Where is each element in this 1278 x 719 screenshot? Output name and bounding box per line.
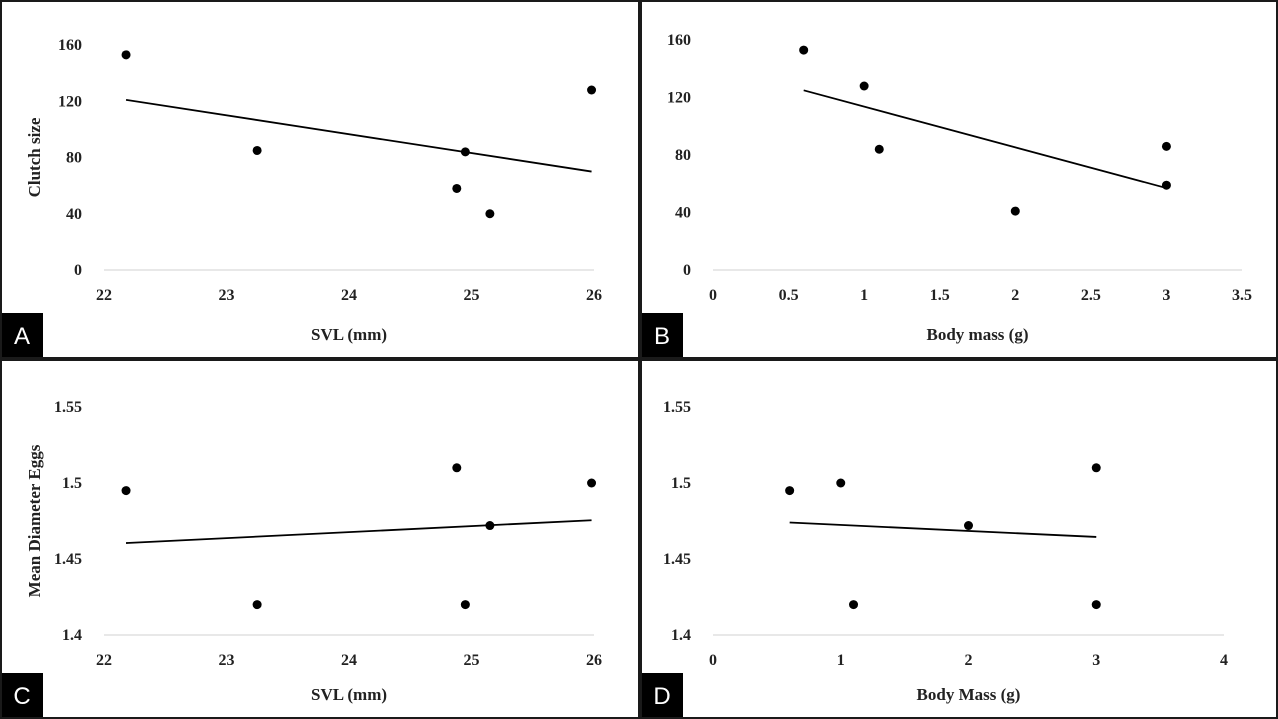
x-tick-label: 2: [1011, 287, 1019, 304]
x-tick-label: 2.5: [1081, 287, 1101, 304]
data-point: [485, 521, 495, 531]
y-tick-label: 40: [66, 206, 82, 223]
data-point: [859, 81, 869, 91]
data-point: [252, 145, 262, 155]
panel-tag-label: B: [654, 323, 670, 350]
data-point: [121, 50, 131, 60]
x-tick-label: 25: [464, 287, 480, 304]
panel-tag-label: A: [14, 323, 30, 350]
y-tick-label: 1.55: [663, 399, 691, 416]
trendline: [789, 521, 1097, 538]
y-axis-title: Mean Diameter Eggs: [25, 444, 44, 597]
data-point: [1091, 463, 1101, 473]
x-tick-label: 23: [219, 287, 235, 304]
data-point: [252, 600, 262, 610]
y-tick-label: 1.4: [62, 627, 82, 644]
data-point: [485, 209, 495, 219]
data-point: [452, 183, 462, 193]
panel-c: 22 23 24 25 26 1.4 1.45 1.5 1.55 SVL (mm) Mean Dia…: [2, 399, 602, 717]
x-tick-label: 0.5: [779, 287, 799, 304]
data-point: [587, 85, 597, 95]
panel-tag-box: [642, 673, 683, 717]
x-tick-label: 22: [96, 287, 112, 304]
data-point: [799, 45, 809, 55]
y-tick-label: 120: [58, 93, 82, 110]
data-point: [1091, 600, 1101, 610]
data-point: [1161, 180, 1171, 190]
x-tick-label: 0: [709, 652, 717, 669]
x-axis-title: SVL (mm): [311, 325, 387, 344]
data-point: [1161, 141, 1171, 151]
data-point: [836, 478, 846, 488]
data-point: [874, 144, 884, 154]
y-tick-label: 80: [66, 150, 82, 167]
x-tick-label: 3.5: [1232, 287, 1252, 304]
x-tick-label: 26: [586, 287, 602, 304]
x-tick-label: 24: [341, 652, 357, 669]
panel-tag-box: [2, 313, 43, 357]
panel-tag-box: [2, 673, 43, 717]
y-tick-label: 1.45: [54, 551, 82, 568]
y-tick-label: 0: [74, 262, 82, 279]
x-tick-label: 23: [219, 652, 235, 669]
panel-tag-label: D: [653, 683, 670, 710]
panel-tag-label: C: [13, 683, 30, 710]
x-tick-label: 25: [464, 652, 480, 669]
x-tick-label: 3: [1092, 652, 1100, 669]
y-tick-label: 160: [58, 37, 82, 54]
x-tick-label: 24: [341, 287, 357, 304]
data-point: [460, 147, 470, 157]
data-point: [460, 600, 470, 610]
x-axis-title: SVL (mm): [311, 685, 387, 704]
trendline: [803, 89, 1167, 189]
trendline: [125, 98, 592, 173]
panel-b: 0 0.5 1 1.5 2 2.5 3 3.5 0 40 80 120 160 Body mass (g)…: [642, 32, 1252, 357]
data-point: [849, 600, 859, 610]
x-tick-label: 1: [837, 652, 845, 669]
y-axis-title: Clutch size: [25, 117, 44, 197]
y-tick-label: 160: [667, 32, 691, 49]
y-tick-label: 1.45: [663, 551, 691, 568]
y-tick-label: 120: [667, 90, 691, 107]
y-tick-label: 0: [683, 262, 691, 279]
panel-d: 0 1 2 3 4 1.4 1.45 1.5 1.55 Body Mass (g) D: [642, 399, 1228, 717]
x-axis-title: Body Mass (g): [917, 685, 1021, 704]
data-point: [964, 521, 973, 531]
x-tick-label: 22: [96, 652, 112, 669]
y-tick-label: 1.5: [62, 475, 82, 492]
trendline: [126, 519, 592, 544]
y-tick-label: 40: [675, 205, 691, 222]
y-tick-label: 1.4: [671, 627, 691, 644]
y-tick-label: 80: [675, 147, 691, 164]
y-tick-label: 1.55: [54, 399, 82, 416]
data-point: [785, 486, 795, 496]
panel-a: 22 23 24 25 26 0 40 80 120 160 SVL (mm) Clutch size…: [2, 37, 602, 357]
data-point: [587, 478, 597, 488]
x-tick-label: 0: [709, 287, 717, 304]
x-tick-label: 26: [586, 652, 602, 669]
y-tick-label: 1.5: [671, 475, 691, 492]
x-axis-title: Body mass (g): [926, 325, 1028, 344]
x-tick-label: 3: [1162, 287, 1170, 304]
data-point: [121, 486, 131, 496]
data-point: [452, 463, 462, 473]
panel-tag-box: [642, 313, 683, 357]
x-tick-label: 1.5: [930, 287, 950, 304]
x-tick-label: 4: [1220, 652, 1228, 669]
data-point: [1010, 206, 1020, 216]
x-tick-label: 1: [860, 287, 868, 304]
x-tick-label: 2: [965, 652, 973, 669]
